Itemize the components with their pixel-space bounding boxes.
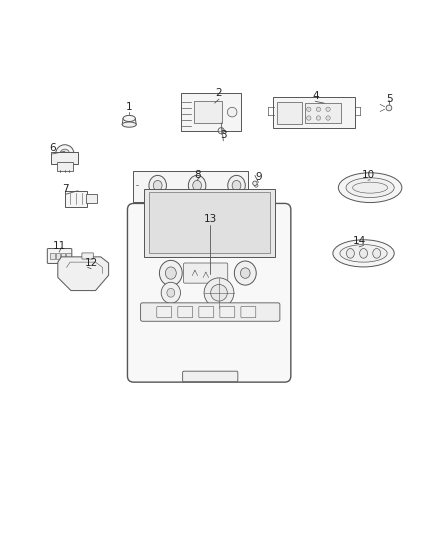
Ellipse shape xyxy=(333,240,394,267)
Text: 12: 12 xyxy=(85,258,98,268)
Ellipse shape xyxy=(159,260,182,286)
Polygon shape xyxy=(58,257,109,290)
Ellipse shape xyxy=(227,107,237,117)
Ellipse shape xyxy=(166,267,176,279)
Ellipse shape xyxy=(161,282,180,303)
FancyBboxPatch shape xyxy=(50,253,55,260)
Text: 7: 7 xyxy=(62,183,69,193)
Ellipse shape xyxy=(346,248,354,258)
Text: 9: 9 xyxy=(255,172,262,182)
Ellipse shape xyxy=(253,181,257,185)
Ellipse shape xyxy=(326,107,330,111)
FancyBboxPatch shape xyxy=(56,253,60,260)
Ellipse shape xyxy=(149,175,166,196)
Ellipse shape xyxy=(353,182,388,193)
Text: 11: 11 xyxy=(53,241,66,252)
Text: 10: 10 xyxy=(361,169,374,180)
Ellipse shape xyxy=(340,245,387,262)
FancyBboxPatch shape xyxy=(183,371,238,382)
Text: 5: 5 xyxy=(386,94,393,104)
Ellipse shape xyxy=(338,173,402,203)
FancyBboxPatch shape xyxy=(61,253,65,260)
Ellipse shape xyxy=(360,248,367,258)
Ellipse shape xyxy=(373,248,381,258)
Ellipse shape xyxy=(56,145,74,163)
FancyBboxPatch shape xyxy=(66,253,71,260)
Ellipse shape xyxy=(193,181,201,190)
Ellipse shape xyxy=(326,116,330,120)
FancyBboxPatch shape xyxy=(149,192,270,253)
Ellipse shape xyxy=(254,184,258,187)
Ellipse shape xyxy=(232,181,241,190)
Ellipse shape xyxy=(307,107,311,111)
FancyBboxPatch shape xyxy=(277,102,302,124)
Ellipse shape xyxy=(234,261,256,285)
Ellipse shape xyxy=(316,107,321,111)
Text: 14: 14 xyxy=(353,236,366,246)
Ellipse shape xyxy=(316,116,321,120)
Text: 3: 3 xyxy=(220,130,227,140)
FancyBboxPatch shape xyxy=(51,152,78,164)
Ellipse shape xyxy=(188,175,206,196)
FancyBboxPatch shape xyxy=(157,306,172,318)
FancyBboxPatch shape xyxy=(194,101,222,123)
FancyBboxPatch shape xyxy=(144,189,275,257)
Ellipse shape xyxy=(218,128,224,134)
Ellipse shape xyxy=(307,116,311,120)
FancyBboxPatch shape xyxy=(305,103,341,123)
Text: 6: 6 xyxy=(49,143,56,154)
Ellipse shape xyxy=(346,178,394,198)
Ellipse shape xyxy=(211,285,227,301)
FancyBboxPatch shape xyxy=(47,248,72,263)
FancyBboxPatch shape xyxy=(241,306,256,318)
Ellipse shape xyxy=(60,149,70,159)
Ellipse shape xyxy=(204,278,234,308)
FancyBboxPatch shape xyxy=(86,194,97,204)
Ellipse shape xyxy=(228,175,245,196)
Text: 2: 2 xyxy=(215,88,223,99)
FancyBboxPatch shape xyxy=(141,303,280,321)
Text: 4: 4 xyxy=(312,91,319,101)
Text: 8: 8 xyxy=(194,169,201,180)
FancyBboxPatch shape xyxy=(127,204,291,382)
Ellipse shape xyxy=(153,181,162,190)
Ellipse shape xyxy=(123,115,135,122)
FancyBboxPatch shape xyxy=(178,306,193,318)
Text: 13: 13 xyxy=(204,214,217,224)
FancyBboxPatch shape xyxy=(184,263,228,283)
FancyBboxPatch shape xyxy=(57,162,73,171)
FancyBboxPatch shape xyxy=(133,171,248,202)
FancyBboxPatch shape xyxy=(181,93,241,131)
Ellipse shape xyxy=(386,105,392,111)
Text: 1: 1 xyxy=(126,102,133,111)
FancyBboxPatch shape xyxy=(220,306,235,318)
FancyBboxPatch shape xyxy=(199,306,214,318)
Ellipse shape xyxy=(240,268,250,278)
FancyBboxPatch shape xyxy=(82,253,93,259)
FancyBboxPatch shape xyxy=(65,191,87,207)
FancyBboxPatch shape xyxy=(273,96,355,128)
Ellipse shape xyxy=(122,122,136,127)
Ellipse shape xyxy=(167,288,175,297)
